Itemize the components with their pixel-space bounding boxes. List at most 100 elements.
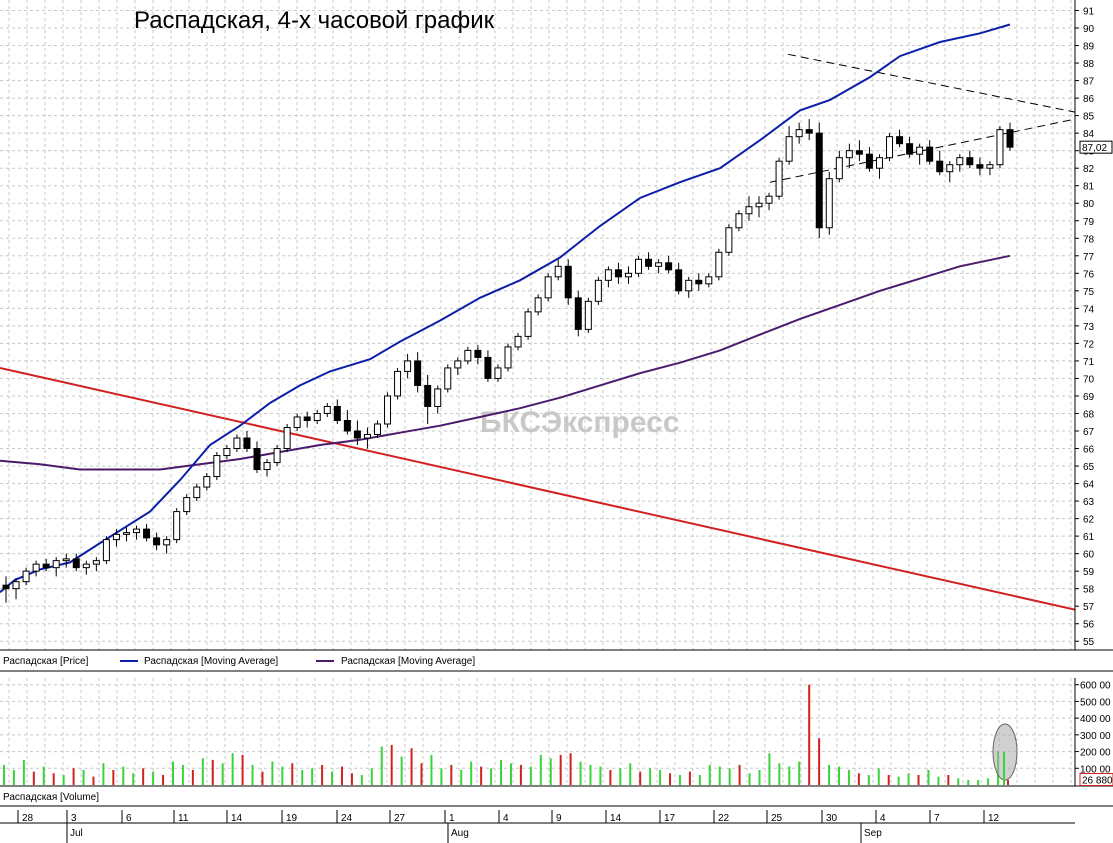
date-tick-label: 19 [286, 813, 298, 824]
candle-down [665, 262, 673, 271]
legend-price: Распадская [Price] [3, 656, 89, 667]
candle-up [444, 367, 452, 390]
candle-up [233, 437, 241, 450]
candle-up [112, 533, 120, 541]
candles [2, 119, 1014, 603]
date-tick-label: 4 [503, 813, 509, 824]
candle-up [203, 476, 211, 488]
candle-up [725, 227, 733, 253]
legend-ma-slow: Распадская [Moving Average] [341, 656, 475, 667]
candle-down [896, 136, 904, 145]
price-tick-label: 70 [1083, 374, 1095, 385]
price-tick-label: 80 [1083, 199, 1095, 210]
candle-up [886, 136, 894, 159]
candle-up [82, 563, 90, 569]
price-tick-label: 58 [1083, 585, 1095, 596]
date-tick-label: 6 [126, 813, 132, 824]
price-tick-label: 66 [1083, 445, 1095, 456]
candle-up [554, 265, 562, 278]
price-tick-label: 74 [1083, 304, 1095, 315]
price-tick-label: 64 [1083, 480, 1095, 491]
price-tick-label: 73 [1083, 322, 1095, 333]
candle-up [544, 276, 552, 299]
price-tick-label: 62 [1083, 515, 1095, 526]
price-tick-label: 67 [1083, 427, 1095, 438]
candle-up [845, 150, 853, 159]
candle-down [906, 143, 914, 155]
price-tick-label: 71 [1083, 357, 1095, 368]
candle-up [755, 202, 763, 208]
candle-up [655, 262, 663, 267]
candle-down [675, 269, 683, 292]
candle-up [173, 511, 181, 541]
candle-down [815, 132, 823, 229]
candle-up [434, 388, 442, 407]
price-tick-label: 84 [1083, 129, 1095, 140]
candle-down [926, 146, 934, 162]
legend-volume: Распадская [Volume] [3, 792, 99, 803]
candle-up [52, 560, 60, 569]
candle-up [193, 486, 201, 499]
candle-up [22, 570, 30, 583]
candle-down [353, 430, 361, 439]
volume-tick-label: 500 00 [1080, 697, 1111, 708]
candle-up [685, 279, 693, 292]
price-tick-label: 79 [1083, 217, 1095, 228]
candle-up [534, 297, 542, 313]
candle-up [454, 360, 462, 369]
price-tick-label: 60 [1083, 550, 1095, 561]
candle-up [494, 367, 502, 379]
price-tick-label: 56 [1083, 620, 1095, 631]
date-tick-label: 22 [718, 813, 730, 824]
candle-up [384, 395, 392, 425]
candle-down [343, 419, 351, 432]
candle-up [946, 164, 954, 173]
price-tick-label: 87 [1083, 77, 1095, 88]
candle-up [323, 405, 331, 414]
price-tick-label: 91 [1083, 7, 1095, 18]
month-label: Sep [864, 828, 882, 839]
candle-down [253, 448, 261, 471]
price-tick-label: 89 [1083, 42, 1095, 53]
last-volume-label: 26 880 [1082, 776, 1113, 787]
candle-up [956, 157, 964, 166]
legend-ma-fast: Распадская [Moving Average] [144, 656, 278, 667]
volume-tick-label: 400 00 [1080, 714, 1111, 725]
price-tick-label: 90 [1083, 24, 1095, 35]
price-tick-label: 65 [1083, 462, 1095, 473]
price-tick-label: 77 [1083, 252, 1095, 263]
candle-up [504, 346, 512, 369]
candle-up [635, 258, 643, 274]
candle-up [795, 129, 803, 138]
candle-down [855, 150, 863, 155]
candle-up [394, 370, 402, 397]
date-tick-label: 17 [664, 813, 676, 824]
candle-up [122, 532, 130, 535]
date-tick-label: 14 [610, 813, 622, 824]
date-tick-label: 1 [449, 813, 455, 824]
date-tick-label: 11 [178, 813, 189, 824]
candle-up [524, 311, 532, 337]
price-tick-label: 81 [1083, 182, 1095, 193]
volume-panel [0, 678, 1075, 786]
grid [0, 0, 1075, 786]
candle-up [875, 157, 883, 169]
trend-red-line [0, 366, 1076, 611]
candle-up [293, 416, 301, 428]
watermark: БКСЭкспресс [480, 406, 680, 439]
price-tick-label: 59 [1083, 567, 1095, 578]
price-tick-label: 82 [1083, 164, 1095, 175]
candle-down [645, 258, 653, 267]
date-tick-label: 28 [22, 813, 34, 824]
date-tick-label: 4 [880, 813, 886, 824]
candle-down [564, 265, 572, 299]
candle-down [72, 558, 80, 569]
month-label: Jul [70, 828, 83, 839]
candle-up [62, 558, 70, 562]
candle-down [243, 437, 251, 450]
candle-up [775, 160, 783, 197]
candle-down [484, 356, 492, 379]
price-tick-label: 75 [1083, 287, 1095, 298]
date-tick-label: 27 [394, 813, 406, 824]
